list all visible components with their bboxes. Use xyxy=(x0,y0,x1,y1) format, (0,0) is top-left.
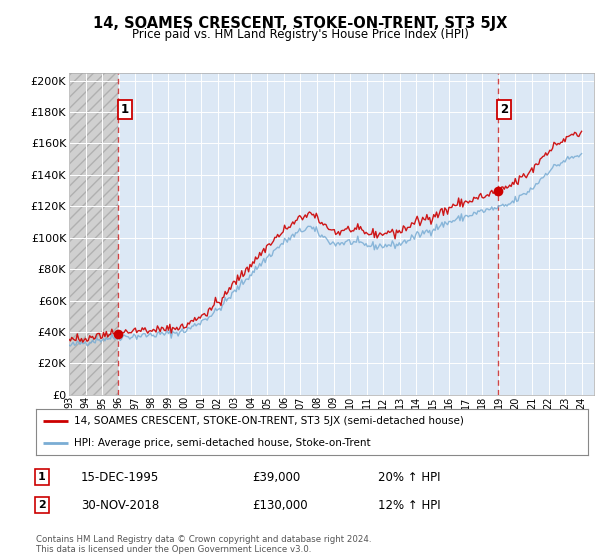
Text: 2: 2 xyxy=(500,104,508,116)
Text: 1: 1 xyxy=(38,472,46,482)
Text: £39,000: £39,000 xyxy=(252,470,300,484)
Text: 14, SOAMES CRESCENT, STOKE-ON-TRENT, ST3 5JX (semi-detached house): 14, SOAMES CRESCENT, STOKE-ON-TRENT, ST3… xyxy=(74,416,463,426)
Text: £130,000: £130,000 xyxy=(252,498,308,512)
Text: 12% ↑ HPI: 12% ↑ HPI xyxy=(378,498,440,512)
Text: Contains HM Land Registry data © Crown copyright and database right 2024.
This d: Contains HM Land Registry data © Crown c… xyxy=(36,535,371,554)
Text: 30-NOV-2018: 30-NOV-2018 xyxy=(81,498,159,512)
Text: 2: 2 xyxy=(38,500,46,510)
Text: 20% ↑ HPI: 20% ↑ HPI xyxy=(378,470,440,484)
Text: 15-DEC-1995: 15-DEC-1995 xyxy=(81,470,159,484)
Text: 14, SOAMES CRESCENT, STOKE-ON-TRENT, ST3 5JX: 14, SOAMES CRESCENT, STOKE-ON-TRENT, ST3… xyxy=(93,16,507,31)
Text: Price paid vs. HM Land Registry's House Price Index (HPI): Price paid vs. HM Land Registry's House … xyxy=(131,28,469,41)
Text: HPI: Average price, semi-detached house, Stoke-on-Trent: HPI: Average price, semi-detached house,… xyxy=(74,438,370,448)
Text: 1: 1 xyxy=(121,104,128,116)
